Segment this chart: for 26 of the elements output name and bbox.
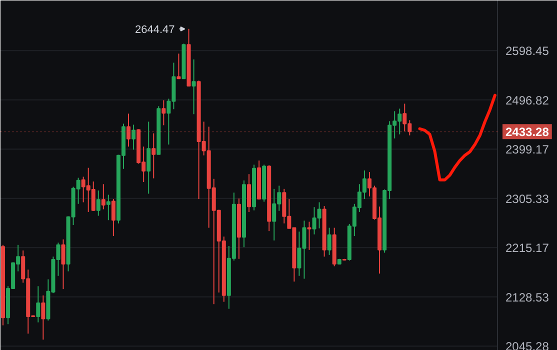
y-tick-label: 2598.45 xyxy=(506,44,550,58)
candlestick xyxy=(307,221,312,250)
candlestick xyxy=(162,100,166,126)
candlestick xyxy=(132,124,136,150)
y-tick-label: 2128.53 xyxy=(506,290,550,304)
candlestick xyxy=(106,194,110,221)
candlestick xyxy=(61,238,66,290)
candlestick xyxy=(96,190,100,216)
candlestick xyxy=(246,174,252,212)
y-tick-label: 2496.82 xyxy=(506,93,550,108)
y-tick-label: 2305.33 xyxy=(506,192,550,206)
candlestick xyxy=(126,113,131,148)
candlestick xyxy=(327,227,332,256)
ref-line-label: 2433.28 xyxy=(506,125,550,140)
candlestick xyxy=(146,121,151,194)
candlestick xyxy=(41,294,46,340)
candlestick xyxy=(111,198,116,237)
candlestick xyxy=(176,53,181,80)
candlestick xyxy=(36,286,40,323)
y-tick-label: 2399.17 xyxy=(506,142,550,157)
line-series xyxy=(418,94,496,182)
candlestick xyxy=(152,132,156,179)
y-tick-label: 2215.17 xyxy=(506,241,550,256)
candlestick xyxy=(101,184,106,210)
annotation: 2644.47 xyxy=(134,24,175,36)
candlestick xyxy=(192,58,196,115)
